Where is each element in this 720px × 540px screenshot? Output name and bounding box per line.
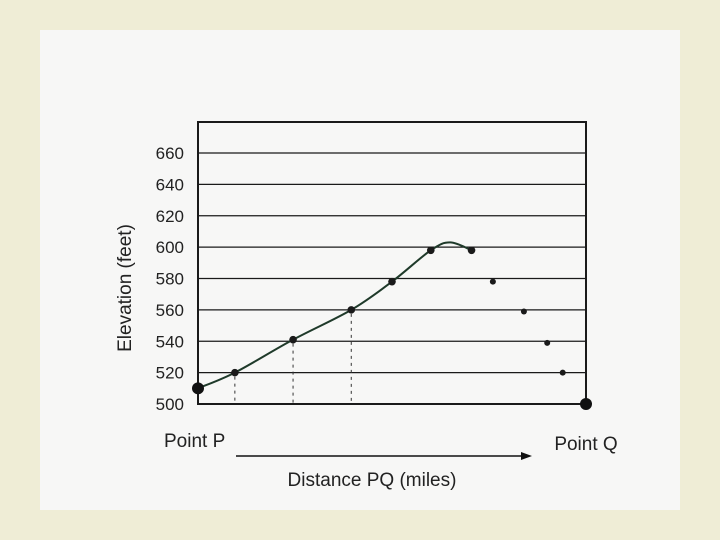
data-point bbox=[347, 306, 356, 314]
data-point bbox=[388, 277, 396, 286]
data-point bbox=[559, 369, 566, 376]
grid-lines bbox=[198, 152, 586, 374]
profile-line bbox=[197, 241, 472, 390]
data-point bbox=[489, 278, 496, 285]
data-point bbox=[289, 335, 297, 344]
data-point bbox=[427, 246, 435, 255]
dashed-drop-lines bbox=[234, 313, 352, 404]
y-tick-label-540: 540 bbox=[156, 332, 184, 351]
point-p-marker bbox=[192, 382, 204, 395]
paper-background bbox=[40, 30, 680, 510]
y-tick-label-520: 520 bbox=[156, 364, 184, 383]
y-tick-label-500: 500 bbox=[156, 395, 184, 414]
y-tick-labels: 660 640 620 600 580 560 540 520 500 bbox=[156, 144, 184, 414]
data-point bbox=[231, 368, 239, 377]
point-q-label: Point Q bbox=[554, 434, 617, 455]
distance-arrow-head bbox=[521, 452, 532, 460]
plot-frame bbox=[197, 121, 587, 405]
y-tick-label-640: 640 bbox=[156, 175, 184, 194]
y-tick-label-600: 600 bbox=[156, 238, 184, 257]
y-tick-label-660: 660 bbox=[156, 144, 184, 163]
point-p-label: Point P bbox=[164, 431, 225, 452]
data-points bbox=[231, 246, 566, 377]
y-axis-title: Elevation (feet) bbox=[115, 224, 136, 352]
data-point bbox=[544, 339, 551, 346]
y-tick-label-620: 620 bbox=[156, 207, 184, 226]
x-axis-title: Distance PQ (miles) bbox=[288, 470, 457, 491]
point-q-marker bbox=[580, 398, 592, 410]
data-point bbox=[467, 246, 476, 255]
y-tick-label-560: 560 bbox=[156, 301, 184, 320]
data-point bbox=[520, 308, 527, 315]
y-tick-label-580: 580 bbox=[156, 270, 184, 289]
